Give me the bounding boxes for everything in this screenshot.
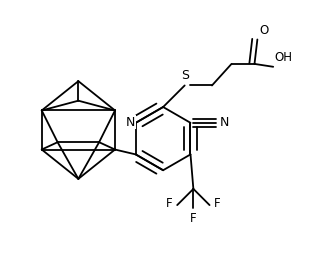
Text: N: N [126, 116, 135, 129]
Text: F: F [166, 197, 173, 210]
Text: F: F [190, 212, 197, 225]
Text: S: S [181, 69, 189, 82]
Text: O: O [260, 24, 269, 37]
Text: OH: OH [275, 51, 292, 64]
Text: F: F [214, 197, 220, 210]
Text: N: N [220, 116, 229, 129]
